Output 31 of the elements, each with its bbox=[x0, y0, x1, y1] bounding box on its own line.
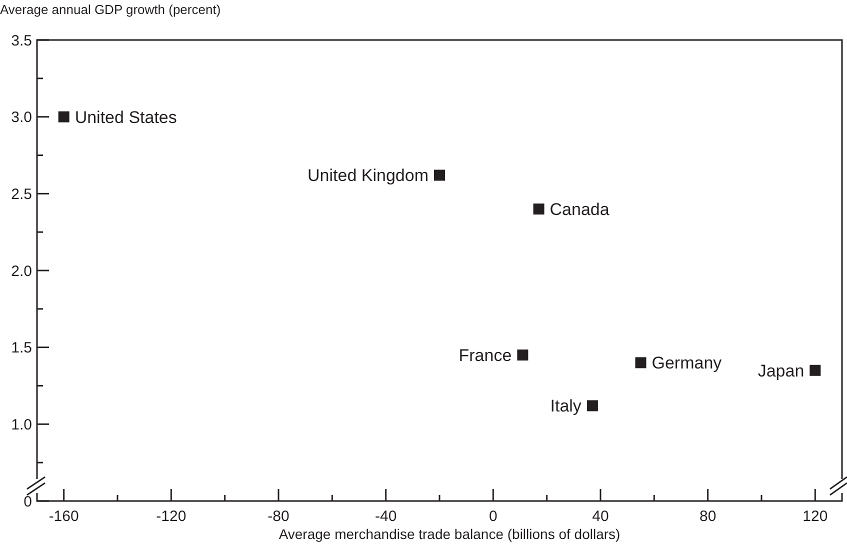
series-label: Japan bbox=[758, 361, 804, 380]
point bbox=[434, 170, 445, 181]
y-tick-label: 1.5 bbox=[11, 340, 32, 357]
series-label: United Kingdom bbox=[308, 166, 428, 186]
y-tick-label: 2.5 bbox=[11, 186, 32, 203]
text: 1.0 bbox=[11, 416, 32, 434]
y-tick-label: 3.5 bbox=[11, 32, 32, 50]
point bbox=[533, 204, 544, 215]
x-axis-title: Average merchandise trade balance (billions of dollars) bbox=[278, 526, 620, 542]
y-tick-label: 0 bbox=[24, 493, 32, 510]
x-tick-label: -120 bbox=[156, 508, 186, 525]
y-axis-title: Average annual GDP growth (percent) bbox=[0, 2, 221, 17]
x-tick-label: 80 bbox=[699, 508, 716, 525]
x-tick-label: -80 bbox=[268, 508, 290, 525]
series-label: Germany bbox=[652, 354, 722, 373]
point bbox=[517, 350, 528, 361]
x-tick-label: 40 bbox=[592, 508, 609, 525]
x-tick-label: -160 bbox=[48, 508, 79, 525]
y-tick-label: 2.0 bbox=[11, 262, 32, 280]
point bbox=[586, 400, 598, 412]
x-tick-label: 120 bbox=[802, 508, 828, 525]
point bbox=[635, 357, 646, 368]
series-label: Canada bbox=[550, 200, 610, 219]
series-label: United States bbox=[74, 108, 177, 127]
x-tick-label: -40 bbox=[374, 508, 397, 525]
series-label: France bbox=[458, 346, 512, 365]
series-label: Italy bbox=[550, 396, 582, 416]
point bbox=[58, 111, 70, 122]
y-tick-label: 3.0 bbox=[11, 109, 32, 126]
x-tick-label: 0 bbox=[488, 508, 498, 525]
point bbox=[810, 364, 821, 376]
